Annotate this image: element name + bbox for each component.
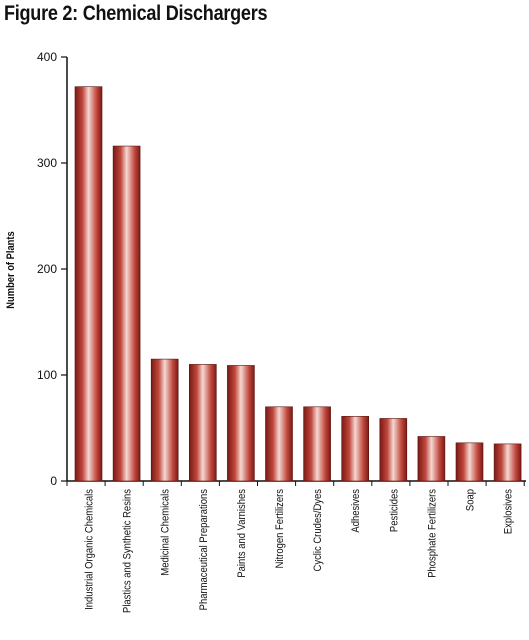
bar: [455, 442, 484, 482]
bar: [189, 364, 217, 482]
x-category-label: Soap: [465, 489, 477, 511]
y-tick-label: 400: [37, 50, 57, 64]
y-tick-label: 300: [37, 156, 57, 170]
bar: [112, 145, 141, 482]
x-category-label: Adhesives: [351, 489, 363, 533]
y-tick-label: 100: [37, 368, 57, 382]
x-category-label: Cyclic Crudes/Dyes: [313, 489, 325, 571]
bar: [493, 443, 522, 482]
bar: [227, 365, 255, 482]
x-category-label: Nitrogen Fertilizers: [274, 489, 286, 568]
bar: [265, 406, 293, 482]
x-category-label: Explosives: [503, 489, 515, 534]
y-tick-label: 0: [50, 474, 57, 488]
x-category-label: Industrial Organic Chemicals: [84, 489, 96, 610]
bar: [303, 406, 331, 482]
x-category-label: Phosphate Fertilizers: [427, 489, 439, 578]
x-category-label: Paints and Varnishes: [236, 489, 248, 578]
bar: [74, 86, 103, 482]
chart-title: Figure 2: Chemical Dischargers: [4, 2, 268, 25]
bar: [417, 436, 446, 482]
bar: [379, 418, 408, 482]
bar: [341, 416, 370, 482]
bar: [150, 358, 179, 482]
x-category-label: Plastics and Synthetic Resins: [122, 489, 134, 613]
x-category-label: Medicinal Chemicals: [160, 489, 172, 576]
x-category-label: Pesticides: [389, 489, 401, 532]
y-tick-label: 200: [37, 262, 57, 276]
x-category-label: Pharmaceutical Preparations: [198, 489, 210, 610]
